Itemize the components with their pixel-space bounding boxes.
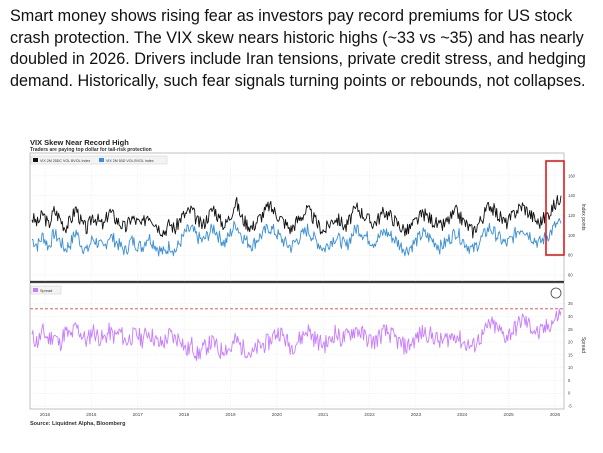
- top-y-tick-label: 160: [568, 173, 576, 178]
- x-tick-label: 2016: [86, 412, 97, 417]
- bottom-y-tick-label: -5: [568, 404, 572, 409]
- bottom-legend: Spread: [30, 285, 62, 295]
- x-tick-label: 2018: [179, 412, 190, 417]
- series-line-spread: [31, 308, 562, 361]
- highlight-box: [545, 160, 565, 256]
- series-line-black: [31, 194, 562, 239]
- caption-text: Smart money shows rising fear as investo…: [10, 7, 586, 90]
- x-tick-label: 2015: [40, 412, 51, 417]
- legend-swatch-black: [33, 158, 38, 162]
- legend-label-black: VIX 2M 25DC VOL BVOL Index: [40, 159, 90, 163]
- bottom-y-tick-label: 0: [568, 391, 571, 396]
- bottom-y-tick-label: 15: [568, 352, 573, 357]
- x-tick-label: 2026: [550, 412, 561, 417]
- legend-label-spread: Spread: [40, 289, 52, 293]
- top-y-tick-label: 80: [568, 253, 573, 258]
- legend-swatch-blue: [99, 158, 104, 162]
- top-ylabel: Index points: [580, 204, 586, 231]
- x-tick-label: 2024: [457, 412, 468, 417]
- x-tick-label: 2021: [318, 412, 329, 417]
- legend-label-blue: VIX 2M 50D VOL BVOL Index: [106, 159, 154, 163]
- bottom-y-tick-label: 10: [568, 365, 573, 370]
- x-tick-label: 2017: [133, 412, 144, 417]
- highlight-circle: [550, 287, 562, 299]
- chart-subtitle: Traders are paying top dollar for tail-r…: [30, 147, 152, 153]
- bottom-y-tick-label: 35: [568, 301, 573, 306]
- bottom-y-tick-label: 20: [568, 340, 573, 345]
- bottom-y-tick-label: 25: [568, 327, 573, 332]
- top-legend: VIX 2M 25DC VOL BVOL Index VIX 2M 50D VO…: [30, 155, 168, 165]
- x-tick-label: 2025: [504, 412, 515, 417]
- legend-swatch-spread: [33, 288, 38, 292]
- x-tick-label: 2022: [364, 412, 375, 417]
- top-y-tick-label: 100: [568, 233, 576, 238]
- bottom-panel-frame: [29, 282, 565, 410]
- x-tick-label: 2020: [272, 412, 283, 417]
- x-tick-label: 2019: [225, 412, 236, 417]
- top-y-tick-label: 140: [568, 193, 576, 198]
- bottom-y-tick-label: 5: [568, 378, 571, 383]
- chart-source: Source: Liquidnet Alpha, Bloomberg: [30, 421, 126, 427]
- series-line-blue: [32, 218, 562, 257]
- top-y-tick-label: 60: [568, 273, 573, 278]
- top-y-tick-label: 120: [568, 213, 576, 218]
- x-tick-label: 2023: [411, 412, 422, 417]
- chart-title: VIX Skew Near Record High: [30, 138, 129, 147]
- bottom-y-tick-label: 30: [568, 314, 573, 319]
- bottom-ylabel: Spread: [580, 337, 586, 353]
